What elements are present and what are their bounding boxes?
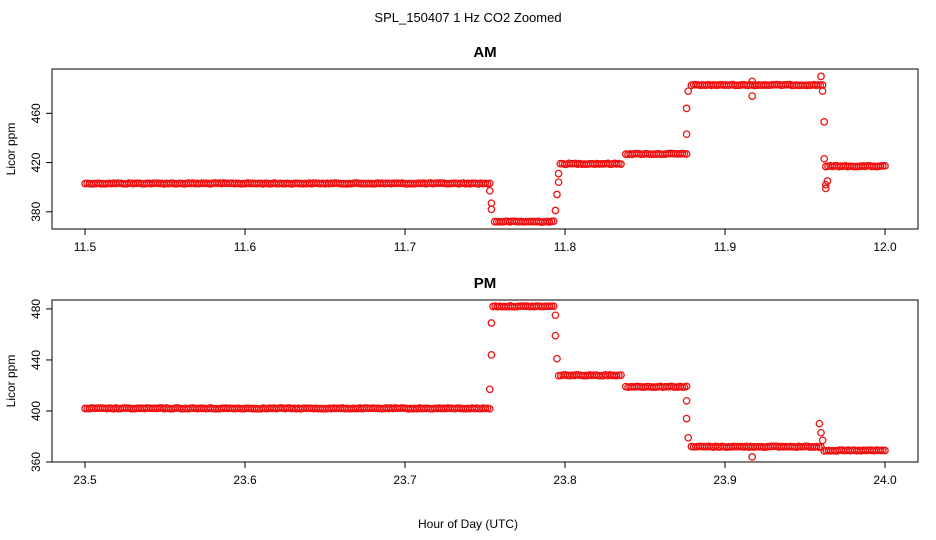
pm-data-point xyxy=(547,302,556,311)
am-x-tick-label: 11.7 xyxy=(394,240,417,254)
pm-data-point xyxy=(549,302,558,311)
pm-x-tick-label: 24.0 xyxy=(873,473,897,487)
chart-title: SPL_150407 1 Hz CO2 Zoomed xyxy=(374,10,561,25)
pm-y-tick-label: 360 xyxy=(29,452,43,472)
am-data-point xyxy=(554,169,563,178)
pm-y-tick-label: 440 xyxy=(29,350,43,370)
pm-data-point xyxy=(818,436,827,445)
am-data-point xyxy=(553,190,561,199)
pm-y-axis-label: Licor ppm xyxy=(4,355,18,408)
pm-y-tick-label: 480 xyxy=(29,299,43,319)
am-data-point xyxy=(748,77,757,86)
am-data-point xyxy=(820,118,829,126)
am-plot-frame xyxy=(51,68,919,230)
pm-x-axis: 23.5 23.6 23.7 23.8 23.9 24.0 xyxy=(73,462,897,487)
pm-x-tick-label: 23.6 xyxy=(233,473,257,487)
am-data-point xyxy=(549,217,558,226)
am-data-point xyxy=(487,205,496,214)
am-data-point xyxy=(817,72,825,81)
am-data-point xyxy=(748,92,757,100)
pm-data-point xyxy=(551,331,560,340)
am-y-tick-label: 460 xyxy=(29,103,43,123)
am-data-point xyxy=(485,186,494,195)
am-data-point xyxy=(818,87,827,96)
pm-data-point xyxy=(487,351,496,359)
pm-data-point xyxy=(682,382,691,391)
pm-y-axis: 360 400 440 480 xyxy=(29,299,52,472)
pm-plot-frame xyxy=(51,299,919,463)
pm-data-point xyxy=(553,354,561,363)
am-data-point xyxy=(551,206,560,215)
am-x-axis: 11.5 11.6 11.7 11.8 11.9 12.0 xyxy=(74,229,897,254)
am-y-axis-label: Licor ppm xyxy=(4,123,18,176)
am-data-point xyxy=(682,130,691,139)
am-data-point xyxy=(684,87,693,96)
am-data-point xyxy=(820,154,829,163)
am-data-point xyxy=(487,199,496,208)
panel-title-pm: PM xyxy=(474,275,497,292)
am-y-tick-label: 420 xyxy=(29,152,43,172)
pm-data-point xyxy=(748,453,757,461)
panel-title-am: AM xyxy=(473,44,496,61)
pm-x-tick-label: 23.8 xyxy=(553,473,577,487)
am-y-tick-label: 380 xyxy=(29,201,43,221)
pm-y-tick-label: 400 xyxy=(29,401,43,421)
pm-data-point xyxy=(617,371,625,379)
am-x-tick-label: 11.8 xyxy=(554,240,577,254)
pm-data-point xyxy=(551,311,560,320)
pm-data-point xyxy=(485,385,494,394)
pm-x-tick-label: 23.5 xyxy=(73,473,97,487)
pm-data-point xyxy=(684,433,693,442)
am-data-point xyxy=(682,150,691,158)
pm-x-tick-label: 23.7 xyxy=(393,473,417,487)
am-data-point xyxy=(821,184,830,193)
am-data-point xyxy=(821,180,830,189)
am-plot-area xyxy=(81,72,889,226)
am-y-axis: 380 420 460 xyxy=(29,103,52,222)
panel-pm: PM 23.5 23.6 23.7 23.8 23.9 24.0 360 400 440 480… xyxy=(4,275,919,487)
pm-data-point xyxy=(485,404,494,413)
pm-data-point xyxy=(881,446,889,455)
am-x-tick-label: 12.0 xyxy=(873,240,897,254)
am-data-point xyxy=(554,178,563,187)
x-axis-label: Hour of Day (UTC) xyxy=(418,517,518,531)
am-data-point xyxy=(881,162,889,170)
am-data-point xyxy=(682,104,691,113)
pm-data-point xyxy=(817,428,825,437)
pm-data-point xyxy=(682,414,691,423)
pm-data-point xyxy=(815,419,824,428)
am-data-point xyxy=(823,177,832,185)
am-x-tick-label: 11.5 xyxy=(74,240,97,254)
am-x-tick-label: 11.6 xyxy=(234,240,257,254)
panel-am: AM 11.5 11.6 11.7 11.8 11.9 12.0 380 420 460 Li… xyxy=(4,44,919,254)
pm-data-point xyxy=(487,319,496,327)
am-data-point xyxy=(485,179,494,188)
am-x-tick-label: 11.9 xyxy=(714,240,737,254)
am-data-point xyxy=(878,162,887,170)
pm-data-point xyxy=(682,396,691,405)
pm-plot-area xyxy=(81,302,889,461)
pm-x-tick-label: 23.9 xyxy=(713,473,737,487)
am-data-point xyxy=(617,160,625,168)
